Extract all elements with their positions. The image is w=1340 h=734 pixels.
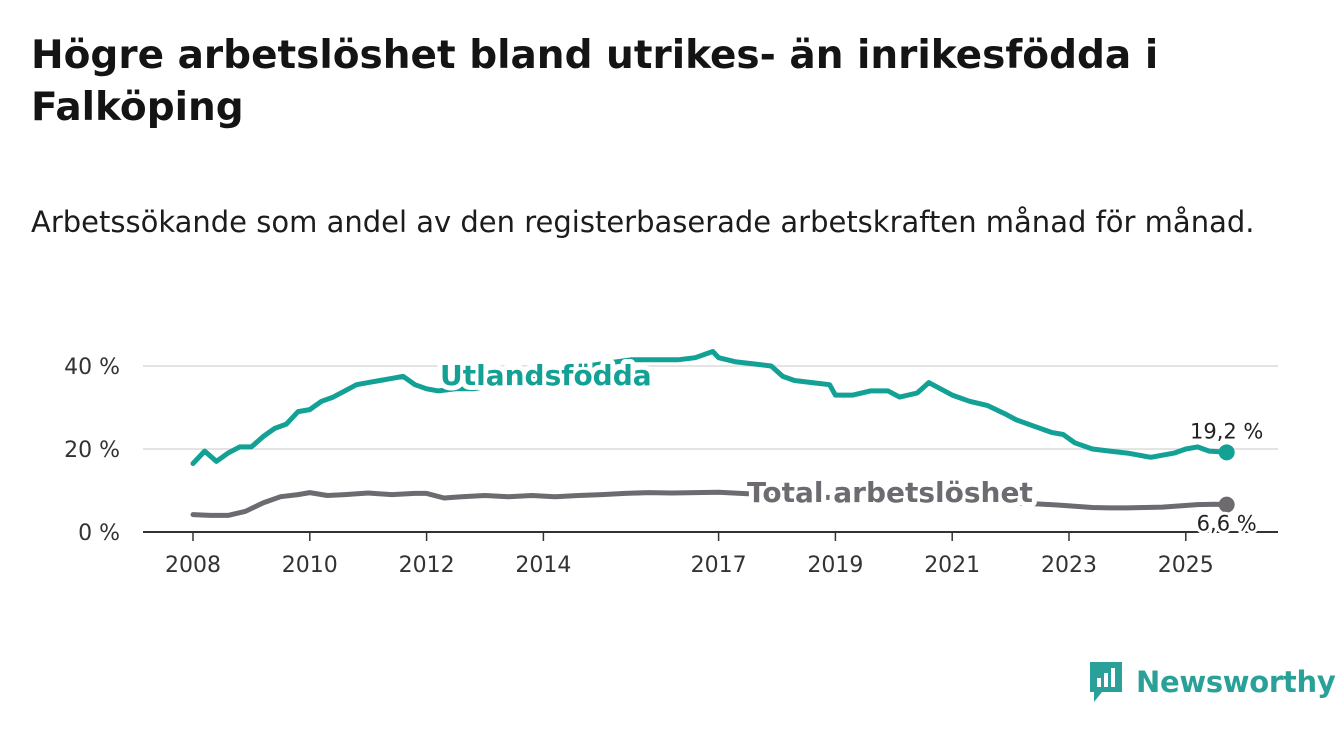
x-tick-label: 2021 (924, 553, 980, 578)
series-label-total: Total arbetslöshet (747, 476, 1033, 509)
series-line-total (190, 489, 1230, 518)
y-tick-label: 20 % (64, 438, 120, 463)
x-tick-label: 2010 (282, 553, 338, 578)
series-end-point (1218, 496, 1235, 513)
series-label-total-halo: Total arbetslöshet (747, 476, 1033, 509)
x-tick-label: 2008 (165, 553, 221, 578)
x-tick-label: 2012 (399, 553, 455, 578)
y-tick-label: 0 % (78, 521, 120, 546)
end-value-total-halo: 6,6 % (1197, 512, 1257, 536)
x-tick-label: 2023 (1041, 553, 1097, 578)
chart-title: Högre arbetslöshet bland utrikes- än inr… (31, 33, 1159, 130)
x-tick-label: 2017 (691, 553, 747, 578)
x-axis-ticks: 2008 2010 2012 2014 2017 2019 2021 2023 2025 (165, 532, 1214, 578)
end-value-utlandsfodda-halo: 19,2 % (1190, 419, 1263, 443)
x-tick-label: 2019 (807, 553, 863, 578)
x-tick-label: 2025 (1158, 553, 1214, 578)
newsworthy-logo: Newsworthy (1088, 660, 1336, 704)
y-tick-label: 40 % (64, 355, 120, 380)
brand-name: Newsworthy (1136, 665, 1336, 699)
end-value-utlandsfodda: 19,2 % (1190, 419, 1263, 443)
series-label-utlandsfodda: Utlandsfödda (440, 359, 652, 392)
series-end-point (1218, 444, 1235, 461)
end-value-total: 6,6 % (1197, 512, 1257, 536)
y-axis-ticks: 0 % 20 % 40 % (64, 355, 120, 546)
chart-subtitle: Arbetssökande som andel av den registerb… (31, 205, 1255, 239)
series-line-utlandsfodda (190, 349, 1230, 466)
newsworthy-icon (1090, 662, 1122, 702)
x-tick-label: 2014 (515, 553, 571, 578)
series-lines (190, 349, 1235, 518)
series-label-utlandsfodda-halo: Utlandsfödda (440, 359, 652, 392)
